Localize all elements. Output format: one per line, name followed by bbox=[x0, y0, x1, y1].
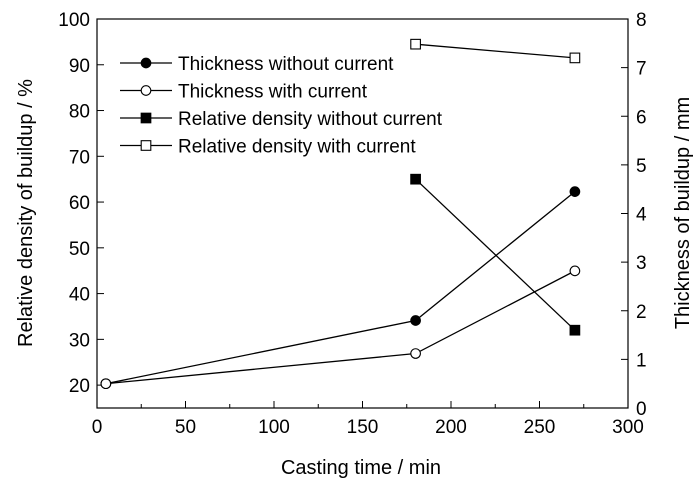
y-right-tick-label: 2 bbox=[636, 302, 647, 323]
data-point bbox=[410, 348, 421, 359]
y-right-tick-label: 3 bbox=[636, 253, 647, 274]
series-2 bbox=[100, 265, 581, 390]
x-tick-label: 200 bbox=[435, 417, 467, 438]
series-line bbox=[415, 178, 576, 331]
y-right-tick-label: 6 bbox=[636, 107, 647, 128]
x-tick-label: 50 bbox=[175, 417, 196, 438]
series-line bbox=[105, 191, 576, 385]
y-left-tick-label: 20 bbox=[69, 376, 90, 397]
y-right-tick-label: 5 bbox=[636, 156, 647, 177]
x-tick-label: 250 bbox=[524, 417, 556, 438]
legend-marker bbox=[140, 85, 152, 96]
data-point bbox=[410, 173, 421, 185]
series-4 bbox=[410, 38, 581, 64]
x-tick-label: 300 bbox=[612, 417, 644, 438]
series-layer bbox=[100, 38, 581, 390]
legend-marker bbox=[140, 57, 152, 69]
legend-entry-3: Relative density without current bbox=[120, 109, 443, 130]
legend-label: Relative density with current bbox=[178, 137, 416, 158]
legend-entry-2: Thickness with current bbox=[120, 82, 368, 103]
legend-marker bbox=[140, 140, 152, 151]
y-left-tick-label: 60 bbox=[69, 193, 90, 214]
y-right-tick-label: 8 bbox=[636, 10, 647, 31]
y-left-axis-title: Relative density of buildup / % bbox=[15, 79, 37, 347]
x-axis-title: Casting time / min bbox=[281, 457, 441, 479]
legend: Thickness without current Thickness with … bbox=[120, 54, 443, 158]
legend-marker bbox=[140, 112, 152, 124]
series-line bbox=[415, 43, 575, 59]
y-right-tick-label: 0 bbox=[636, 399, 647, 420]
x-tick-label: 0 bbox=[92, 417, 103, 438]
axes-layer: 0 50 100 150 200 250 300 20 30 40 50 60 70 80 90 100 0 1 2… bbox=[58, 10, 647, 438]
data-point bbox=[569, 324, 581, 336]
y-right-axis-title: Thickness of buildup / mm bbox=[672, 97, 694, 329]
y-left-tick-label: 70 bbox=[69, 147, 90, 168]
y-left-tick-label: 30 bbox=[69, 330, 90, 351]
y-left-tick-label: 80 bbox=[69, 102, 90, 123]
data-point bbox=[569, 186, 581, 197]
series-3 bbox=[410, 173, 581, 336]
y-left-tick-label: 40 bbox=[69, 285, 90, 306]
legend-label: Relative density without current bbox=[178, 109, 443, 130]
series-line bbox=[105, 270, 576, 385]
y-left-tick-label: 90 bbox=[69, 56, 90, 77]
y-right-tick-label: 7 bbox=[636, 59, 647, 80]
legend-label: Thickness with current bbox=[178, 82, 368, 103]
data-point bbox=[569, 265, 581, 277]
data-point bbox=[410, 38, 421, 50]
data-point bbox=[569, 52, 581, 64]
y-left-tick-label: 100 bbox=[58, 10, 90, 31]
x-tick-label: 150 bbox=[347, 417, 379, 438]
x-tick-label: 100 bbox=[258, 417, 290, 438]
legend-label: Thickness without current bbox=[178, 54, 394, 75]
series-1 bbox=[100, 186, 581, 390]
y-right-tick-label: 1 bbox=[636, 350, 647, 371]
data-point bbox=[410, 315, 421, 326]
legend-entry-4: Relative density with current bbox=[120, 137, 416, 158]
y-left-tick-label: 50 bbox=[69, 239, 90, 260]
data-point bbox=[100, 378, 112, 390]
legend-entry-1: Thickness without current bbox=[120, 54, 394, 75]
y-right-tick-label: 4 bbox=[636, 205, 647, 226]
